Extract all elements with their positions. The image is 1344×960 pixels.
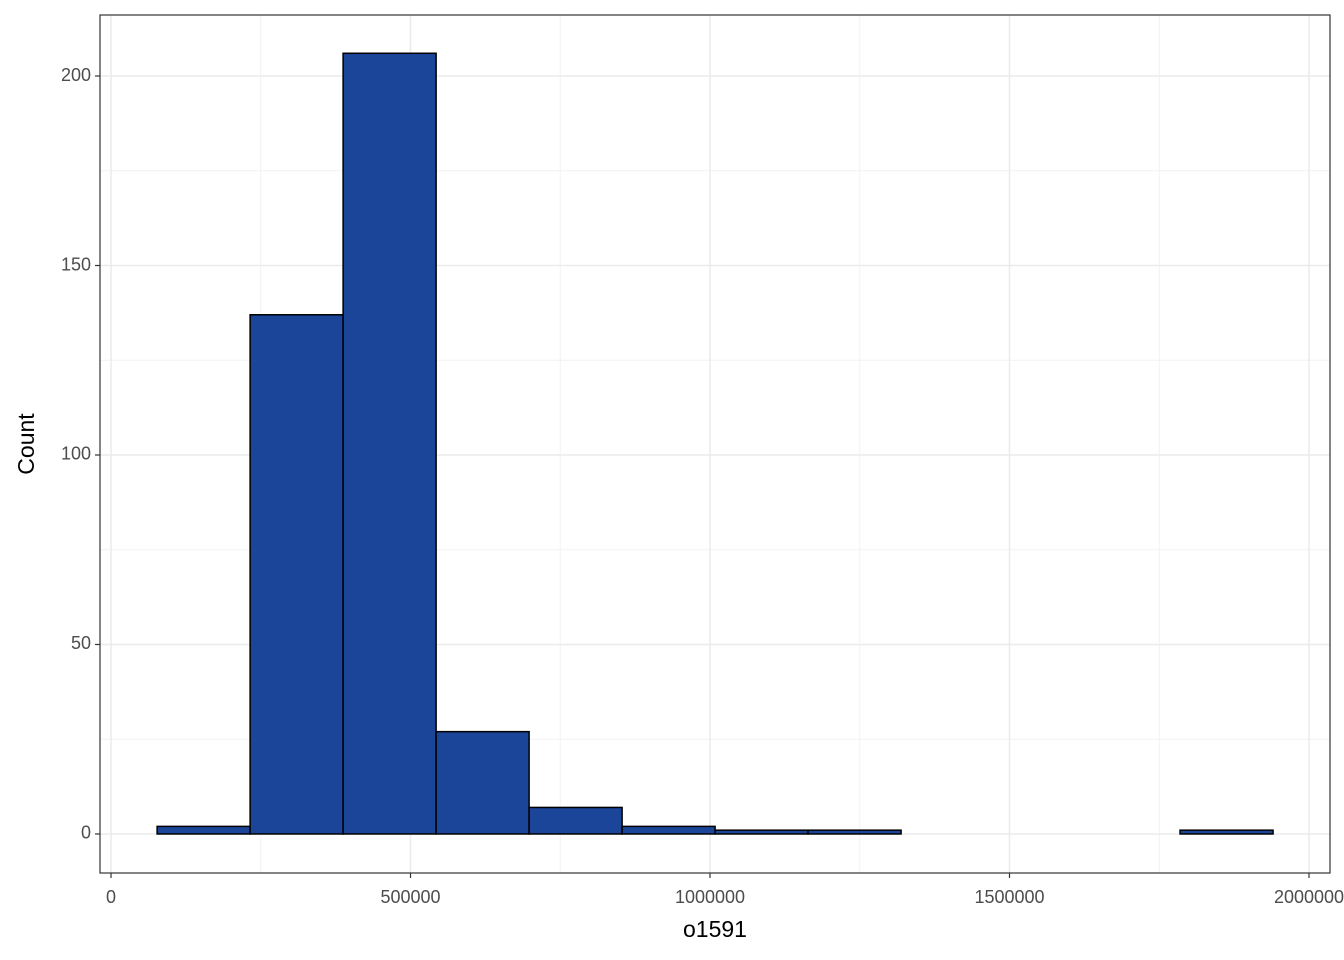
x-tick-label: 500000 [380,887,440,907]
y-axis-title: Count [13,413,39,475]
histogram-bar [249,314,344,835]
y-tick-label: 200 [61,65,91,85]
x-tick-label: 1500000 [974,887,1044,907]
y-tick-label: 0 [81,823,91,843]
histogram-bar [621,825,716,835]
x-tick-label: 0 [106,887,116,907]
histogram-bar [342,52,437,835]
y-tick-label: 100 [61,444,91,464]
plot-border [99,14,1331,874]
histogram-bar [435,730,530,835]
histogram-bar [1179,829,1274,835]
y-tick-label: 150 [61,254,91,274]
histogram-bar [156,825,251,835]
x-tick-label: 2000000 [1274,887,1344,907]
histogram-bar [714,829,809,835]
histogram-bar [807,829,902,835]
histogram-bar [528,806,623,835]
x-axis-title: o1591 [683,916,747,942]
x-tick-label: 1000000 [675,887,745,907]
y-tick-label: 50 [71,633,91,653]
